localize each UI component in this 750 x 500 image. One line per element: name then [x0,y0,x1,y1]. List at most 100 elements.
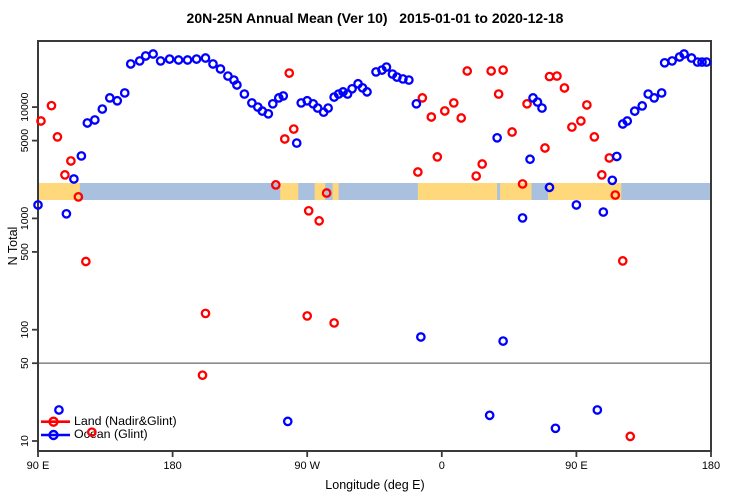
data-point-land [52,132,63,142]
data-point-land [314,216,325,226]
data-point-ocean [643,89,654,99]
y-tick-label: 5000 [19,129,31,153]
legend-marker-circle-land [48,416,59,427]
data-point-land [493,89,504,99]
data-point-ocean [134,56,145,66]
y-tick-label: 50 [19,357,31,369]
data-point-land [517,179,528,189]
data-point-ocean [697,57,707,67]
data-point-ocean [649,93,660,103]
data-point-ocean [318,107,329,118]
data-point-land [582,100,592,110]
data-point-ocean [392,72,402,82]
data-point-land [288,124,299,134]
x-tick-label: 90 E [565,460,588,472]
data-point-ocean [528,93,538,103]
data-point-ocean [353,78,363,89]
data-point-land [448,98,459,108]
data-point-ocean [637,101,648,111]
y-axis-label: N Total [6,226,20,266]
legend-marker-circle-ocean [48,429,59,441]
data-point-ocean [232,80,242,90]
data-point-ocean [342,89,353,99]
data-point-ocean [302,95,313,106]
data-point-land [36,116,46,126]
data-point-ocean [215,64,226,74]
data-point-ocean [323,103,333,113]
data-point-ocean [296,98,307,108]
surface-band-land [38,183,80,200]
legend-label-land: Land (Nadir&Glint) [74,414,177,428]
data-point-ocean [112,95,123,106]
data-point-ocean [125,59,136,69]
data-point-ocean [104,93,115,103]
data-point-ocean [312,103,323,113]
data-point-land [60,170,70,180]
data-point-ocean [54,405,64,415]
data-point-land [426,112,437,122]
data-point-ocean [247,98,257,108]
data-point-land [66,156,76,166]
data-point-ocean [607,175,618,186]
plot-border [37,40,712,452]
data-point-ocean [239,89,250,99]
data-point-land [303,205,314,216]
data-point-ocean [76,151,87,161]
data-point-land [302,311,313,321]
data-point-land [197,370,208,381]
data-point-land [604,153,615,163]
legend: Land (Nadir&Glint) Ocean (Glint) [74,414,177,442]
data-point-ocean [173,55,184,65]
data-point-land [507,127,517,137]
data-point-land [413,167,423,177]
y-tick-label: 10000 [19,92,31,121]
data-point-ocean [291,138,302,148]
data-point-land [552,71,562,81]
data-point-ocean [387,69,398,79]
legend-label-ocean: Ocean (Glint) [74,427,148,442]
data-point-ocean [571,200,582,210]
data-point-land [46,100,57,111]
data-point-land [596,170,607,180]
data-point-land [567,122,577,132]
data-point-land [439,106,450,116]
data-point-ocean [659,57,670,68]
data-point-ocean [362,87,372,97]
data-point-ocean [338,87,348,97]
data-point-land [544,71,555,82]
data-point-ocean [592,405,603,415]
y-tick-label: 10 [19,435,31,447]
surface-band-land [547,183,622,200]
data-point-ocean [208,59,218,69]
data-point-land [617,256,628,266]
data-point-land [270,180,281,190]
data-point-ocean [416,332,426,342]
data-point-land [456,113,467,123]
data-point-ocean [686,53,697,63]
surface-band-land [500,183,532,200]
data-point-ocean [484,410,495,421]
data-point-land [559,83,570,93]
data-point-land [477,159,488,169]
data-point-land [279,134,290,144]
data-point-ocean [701,57,712,67]
data-point-land [576,116,586,126]
data-point-ocean [33,200,43,210]
data-point-land [522,98,532,109]
data-point-ocean [257,106,268,116]
data-point-land [498,65,508,75]
data-point-ocean [282,416,293,427]
data-point-ocean [89,115,100,125]
data-point-ocean [611,151,622,162]
data-point-ocean [61,208,72,219]
data-point-ocean [550,423,561,434]
data-point-ocean [598,207,609,217]
data-point-ocean [82,118,93,128]
x-tick-label: 0 [439,460,445,472]
data-point-ocean [656,88,667,98]
data-point-ocean [155,56,166,66]
data-point-land [73,192,84,202]
data-point-ocean [164,54,175,64]
surface-band-land [332,183,339,200]
data-point-ocean [148,49,159,59]
